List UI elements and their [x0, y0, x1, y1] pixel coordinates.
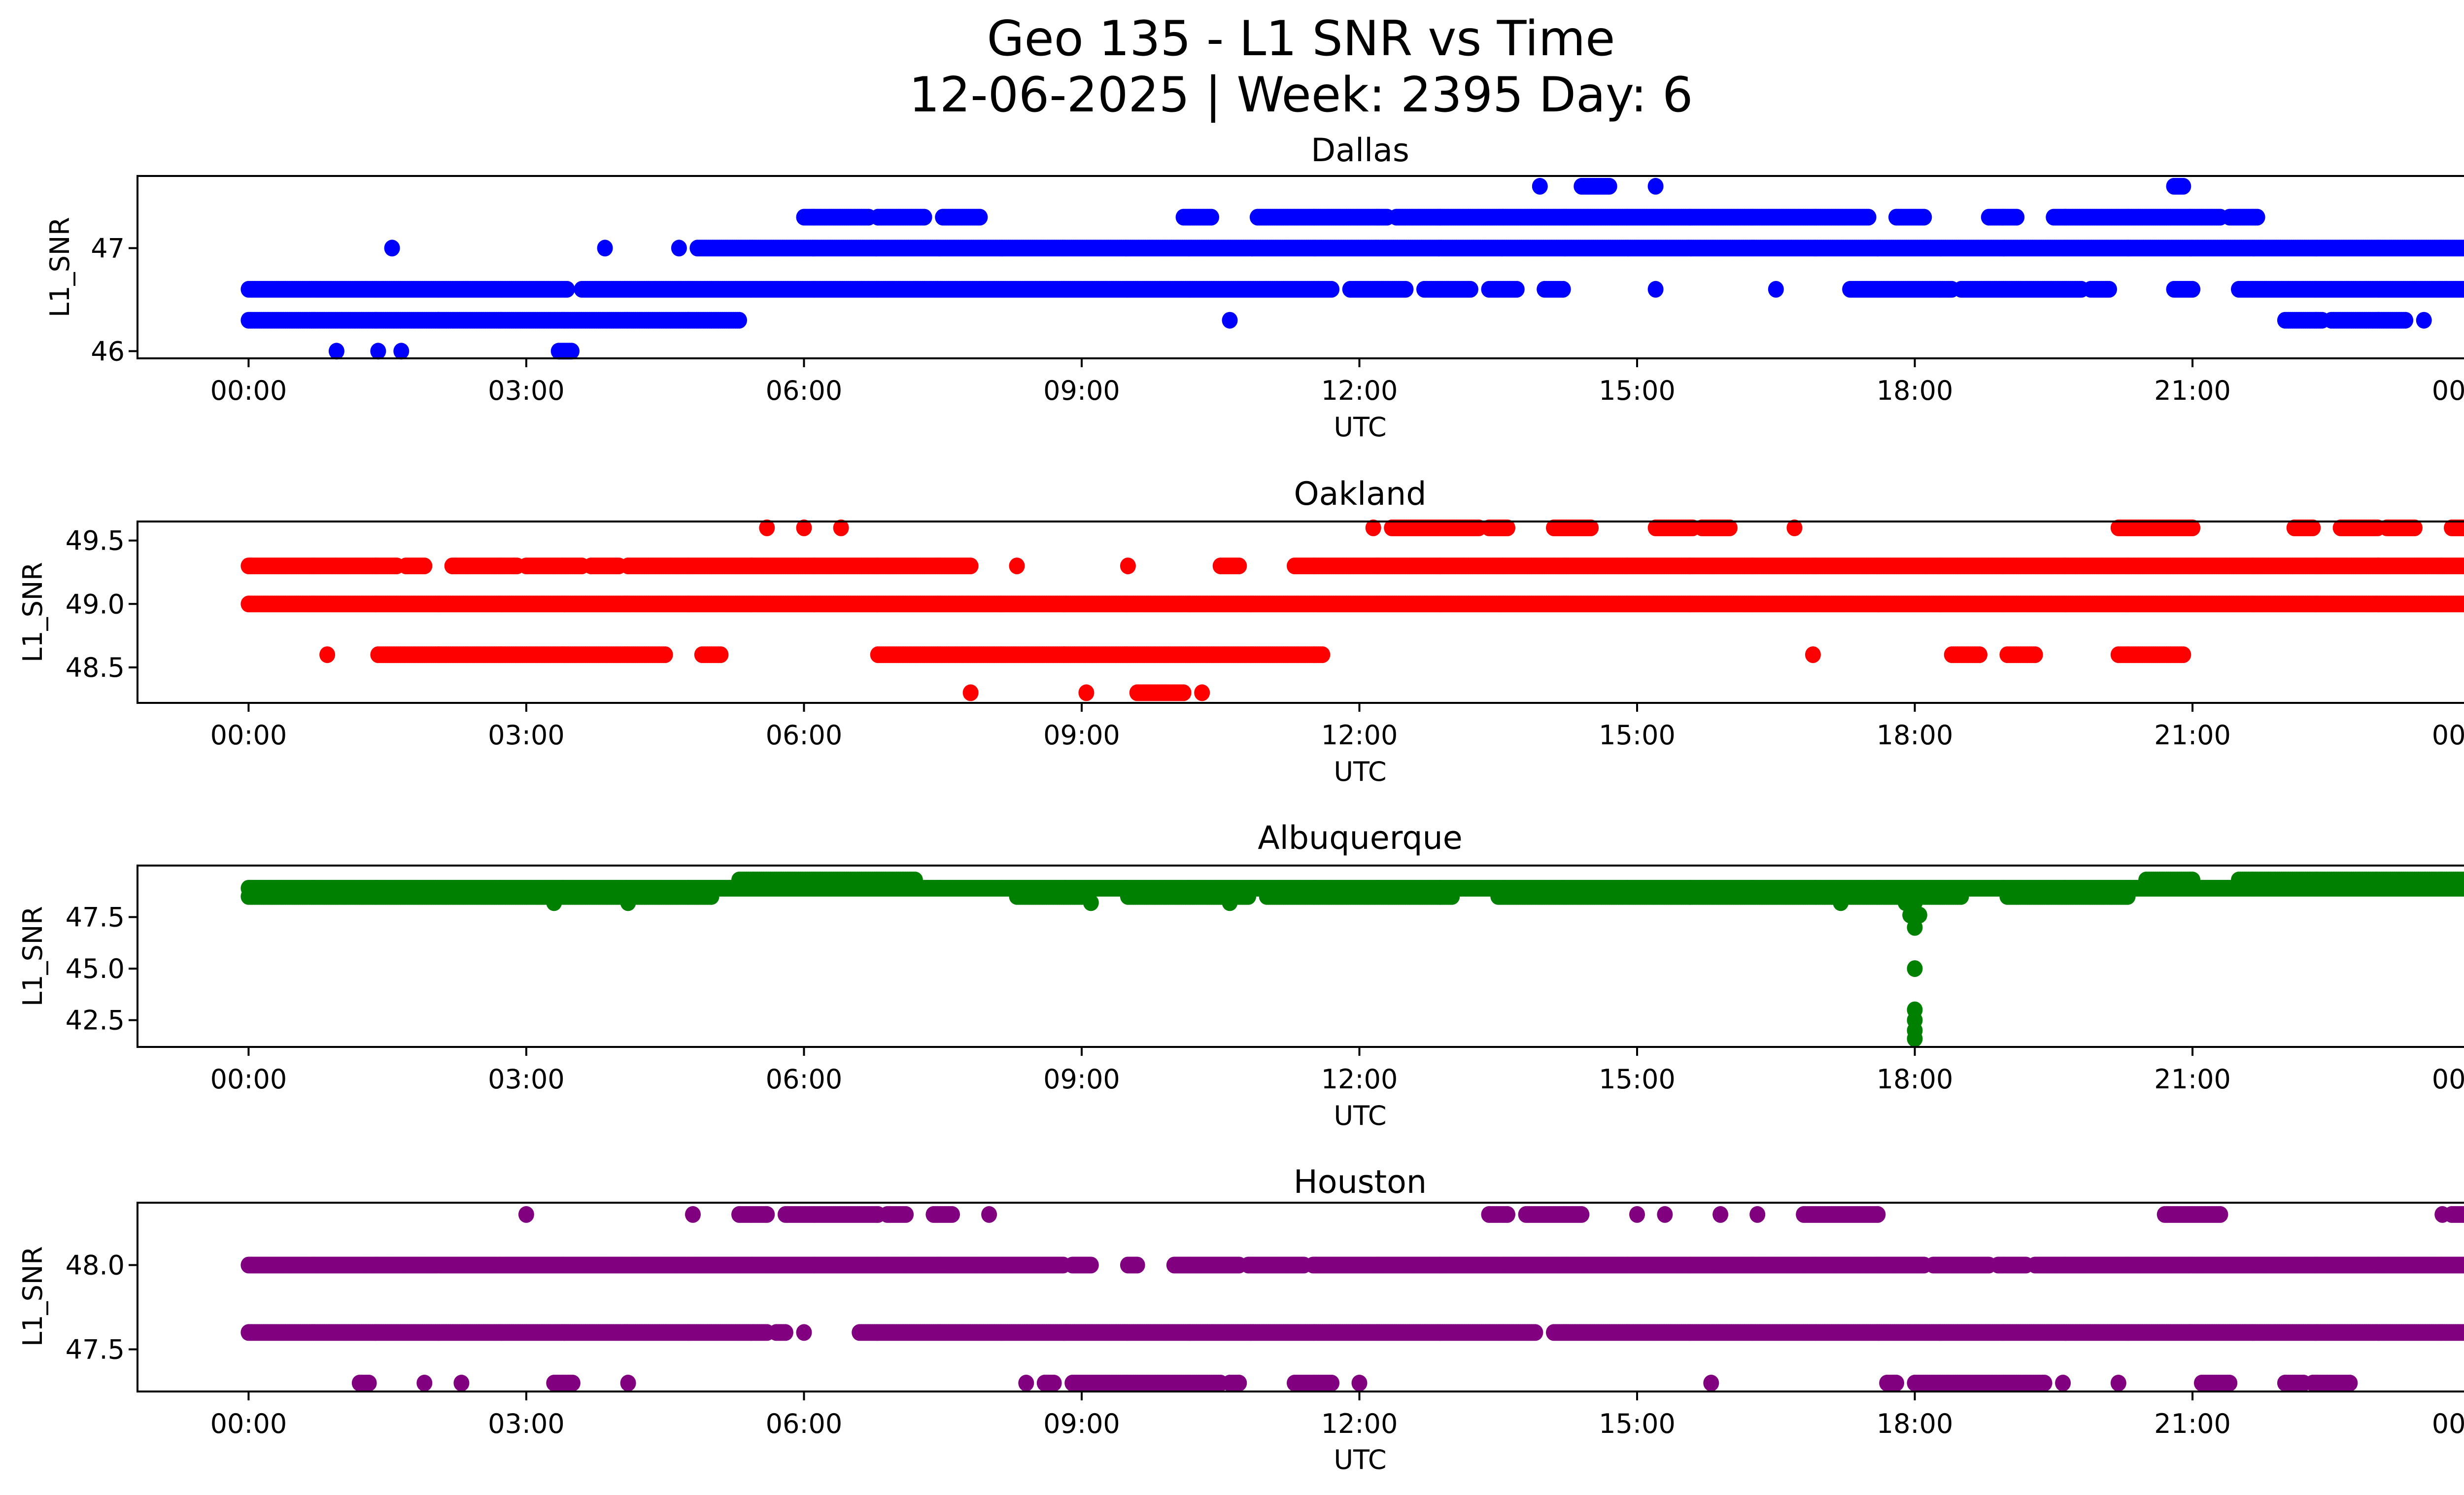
- x-tick-label: 00:00: [2432, 375, 2464, 406]
- x-tick-label: 15:00: [1599, 375, 1676, 406]
- data-point: [370, 343, 386, 360]
- axes-frame: [137, 175, 2464, 359]
- y-axis-label: L1_SNR: [44, 217, 75, 317]
- data-point: [1768, 280, 1784, 298]
- data-point: [1555, 280, 1571, 298]
- x-tick-label: 09:00: [1043, 375, 1120, 406]
- y-axis: 46 47: [91, 233, 137, 367]
- data-point: [1231, 557, 1247, 575]
- panel-title: Oakland: [1294, 476, 1427, 513]
- x-axis-label: UTC: [1334, 412, 1386, 443]
- x-tick-label: 06:00: [766, 375, 843, 406]
- x-tick-label: 00:00: [210, 375, 287, 406]
- data-point: [2416, 312, 2432, 329]
- x-tick-label: 03:00: [488, 375, 565, 406]
- data-point: [671, 240, 687, 257]
- data-point: [384, 240, 400, 257]
- data-point: [1532, 177, 1548, 195]
- data-point: [597, 240, 613, 257]
- y-tick-label: 46: [91, 336, 125, 367]
- x-tick-label: 12:00: [1321, 375, 1398, 406]
- data-point: [972, 209, 988, 226]
- scatter-points: [240, 519, 2464, 701]
- data-point: [559, 280, 575, 298]
- data-point: [328, 343, 344, 360]
- data-point: [1324, 280, 1340, 298]
- data-point: [1916, 209, 1932, 226]
- data-point: [1120, 557, 1136, 575]
- data-point: [1398, 280, 1414, 298]
- data-point: [1647, 177, 1664, 195]
- panel-oakland: Oakland 48.549.049.5 00:00 03:00 06:00 09:0…: [17, 476, 2464, 787]
- data-point: [564, 343, 580, 360]
- chart-title: Geo 135 - L1 SNR vs Time: [987, 11, 1615, 67]
- chart-subtitle: 12-06-2025 | Week: 2395 Day: 6: [909, 67, 1693, 123]
- x-tick-label: 18:00: [1877, 375, 1953, 406]
- data-point: [1222, 312, 1238, 329]
- data-point: [916, 209, 932, 226]
- data-point: [1462, 280, 1478, 298]
- data-point: [1860, 209, 1877, 226]
- panel-title: Dallas: [1311, 132, 1409, 169]
- data-point: [1203, 209, 1219, 226]
- data-point: [416, 557, 433, 575]
- data-point: [2249, 209, 2265, 226]
- x-axis: 00:00 03:00 06:00 09:00 12:00 15:00 18:00 21:00…: [210, 358, 2464, 406]
- data-point: [1601, 177, 1617, 195]
- y-tick-label: 47: [91, 233, 125, 264]
- data-point: [731, 312, 747, 329]
- data-point: [1009, 557, 1025, 575]
- data-point: [393, 343, 410, 360]
- data-point: [2397, 312, 2414, 329]
- data-point: [2185, 280, 2201, 298]
- data-point: [962, 557, 979, 575]
- data-point: [1647, 280, 1664, 298]
- data-point: [2175, 177, 2191, 195]
- panel-dallas: Dallas 46 47 00:00 03:00 06:00 09:00 12:00 15:…: [44, 132, 2464, 443]
- scatter-points: [240, 177, 2464, 360]
- data-point: [2101, 280, 2117, 298]
- x-tick-label: 21:00: [2154, 375, 2231, 406]
- data-point: [2009, 209, 2025, 226]
- data-point: [1508, 280, 1525, 298]
